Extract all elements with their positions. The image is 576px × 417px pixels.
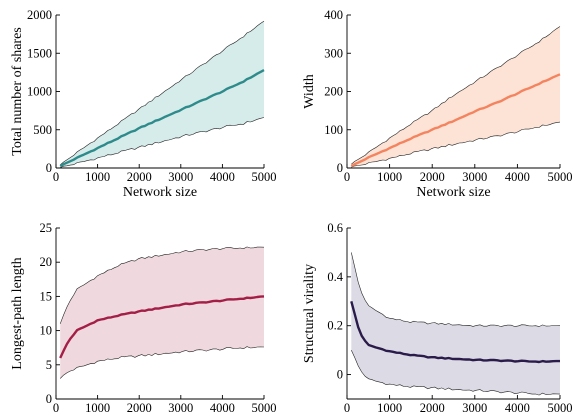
upper-bound-line: [60, 20, 265, 166]
y-tick-label: 0.4: [327, 270, 343, 284]
x-tick-label: 1000: [85, 401, 110, 415]
y-tick-label: 1000: [27, 85, 52, 99]
x-tick-label: 1000: [377, 170, 402, 184]
x-tick-label: 1000: [377, 401, 402, 415]
confidence-band: [60, 21, 265, 168]
y-tick-label: 0: [337, 368, 343, 382]
chart-panel-3: 0100020003000400050000510152025Network s…: [10, 221, 277, 417]
y-tick-label: 0.2: [327, 319, 343, 333]
y-tick-label: 20: [40, 255, 53, 269]
y-tick-label: 100: [324, 123, 343, 137]
y-axis-label: Structural virality: [302, 264, 317, 363]
y-axis-label: Total number of shares: [10, 27, 25, 155]
lower-bound-line: [59, 346, 265, 379]
y-tick-label: 400: [324, 8, 343, 22]
y-tick-label: 5: [46, 358, 52, 372]
y-tick-label: 25: [40, 221, 53, 235]
x-axis-label: Network size: [123, 185, 197, 200]
y-tick-label: 0: [337, 161, 343, 175]
x-tick-label: 2000: [127, 401, 152, 415]
mean-line: [59, 295, 265, 359]
confidence-band: [60, 246, 265, 379]
x-tick-label: 3000: [462, 401, 487, 415]
x-tick-label: 0: [344, 170, 350, 184]
x-tick-label: 4000: [505, 170, 530, 184]
lower-bound-line: [351, 121, 561, 168]
x-tick-label: 3000: [168, 170, 193, 184]
y-axis-label: Width: [302, 74, 317, 108]
mean-line: [350, 73, 561, 168]
x-tick-label: 4000: [210, 170, 235, 184]
y-tick-label: 0.6: [327, 221, 343, 235]
y-tick-label: 500: [33, 123, 52, 137]
x-tick-label: 4000: [210, 401, 235, 415]
mean-line: [350, 300, 560, 364]
x-tick-label: 2000: [420, 170, 445, 184]
upper-bound-line: [351, 252, 561, 327]
x-tick-label: 5000: [548, 401, 573, 415]
y-tick-label: 0: [46, 161, 52, 175]
y-tick-label: 2000: [27, 8, 52, 22]
y-axis-label: Longest-path length: [10, 257, 25, 369]
chart-panel-1: 0 1000 2000 3000 4000 50000500100015002000Net…: [10, 8, 277, 200]
lower-bound-line: [351, 349, 561, 396]
x-axis-label: Network size: [416, 185, 490, 200]
y-tick-label: 10: [40, 324, 53, 338]
y-tick-label: 200: [324, 85, 343, 99]
x-tick-label: 5000: [548, 170, 573, 184]
x-tick-label: 0: [53, 401, 59, 415]
x-tick-label: 5000: [252, 170, 277, 184]
x-tick-label: 2000: [420, 401, 445, 415]
x-tick-label: 5000: [252, 401, 277, 415]
upper-bound-line: [351, 26, 561, 165]
x-tick-label: 1000: [85, 170, 110, 184]
y-tick-label: 300: [324, 46, 343, 60]
upper-bound-line: [59, 246, 265, 324]
y-tick-label: 15: [40, 289, 53, 303]
x-tick-label: 3000: [462, 170, 487, 184]
confidence-band: [351, 26, 560, 168]
x-tick-label: 3000: [168, 401, 193, 415]
x-tick-label: 0: [53, 170, 59, 184]
y-tick-label: 1500: [27, 46, 52, 60]
x-tick-label: 0: [344, 401, 350, 415]
x-tick-label: 2000: [127, 170, 152, 184]
lower-bound-line: [60, 117, 265, 168]
confidence-band: [351, 252, 560, 396]
y-tick-label: 0: [46, 392, 52, 406]
x-tick-label: 4000: [505, 401, 530, 415]
chart-panel-2: 0 1000 2000 3000 4000 5000 0 100 200 300 400 Networ…: [302, 8, 573, 200]
mean-line: [59, 69, 265, 168]
